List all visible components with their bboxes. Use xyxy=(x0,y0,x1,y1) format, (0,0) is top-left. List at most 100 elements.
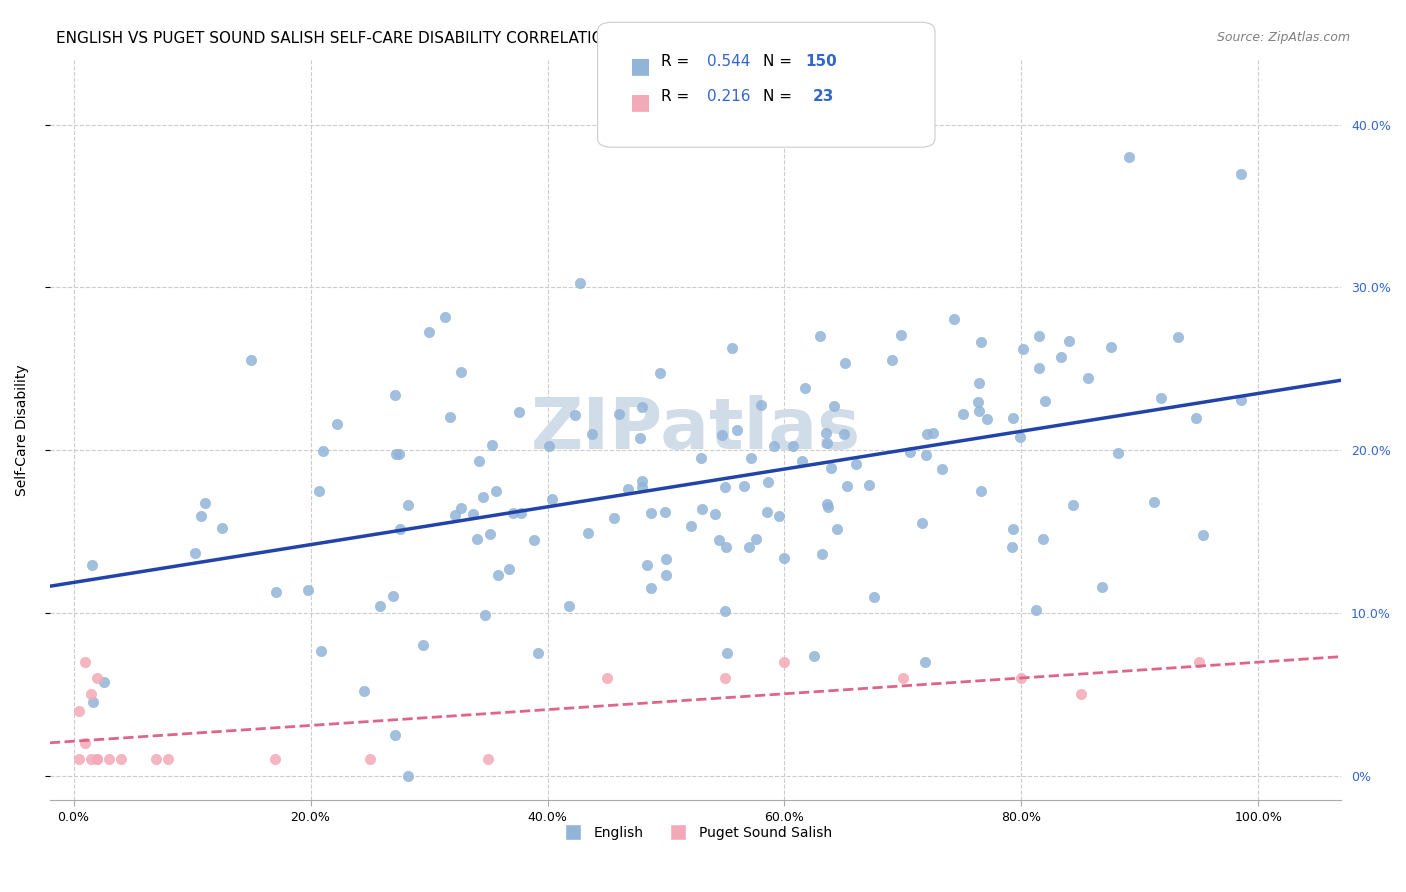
Point xyxy=(648,366,671,380)
Point xyxy=(385,447,408,461)
Point xyxy=(915,427,938,442)
Point xyxy=(157,752,180,766)
Point xyxy=(815,436,838,450)
Point xyxy=(640,581,662,595)
Point xyxy=(98,752,121,766)
Point xyxy=(110,752,132,766)
Point xyxy=(1230,392,1253,407)
Point xyxy=(803,649,825,664)
Point xyxy=(832,427,855,442)
Text: R =: R = xyxy=(661,89,695,104)
Point xyxy=(820,461,842,475)
Point xyxy=(502,506,524,520)
Point xyxy=(631,400,654,414)
Point xyxy=(239,353,262,368)
Point xyxy=(823,400,845,414)
Text: ENGLISH VS PUGET SOUND SALISH SELF-CARE DISABILITY CORRELATION CHART: ENGLISH VS PUGET SOUND SALISH SELF-CARE … xyxy=(56,31,672,46)
Point xyxy=(86,752,108,766)
Point xyxy=(1070,687,1092,701)
Point xyxy=(740,450,762,465)
Point xyxy=(311,644,333,658)
Point xyxy=(704,507,727,521)
Legend: English, Puget Sound Salish: English, Puget Sound Salish xyxy=(554,820,838,845)
Point xyxy=(1001,540,1024,554)
Point xyxy=(69,752,91,766)
Point xyxy=(86,671,108,685)
Point xyxy=(384,728,406,742)
Point xyxy=(914,448,936,462)
Point xyxy=(744,532,766,546)
Point xyxy=(636,558,658,573)
Point xyxy=(655,567,678,582)
Point xyxy=(184,546,207,560)
Text: 23: 23 xyxy=(813,89,834,104)
Text: Source: ZipAtlas.com: Source: ZipAtlas.com xyxy=(1216,31,1350,45)
Point xyxy=(845,457,868,471)
Point xyxy=(478,526,501,541)
Point xyxy=(481,438,503,452)
Point xyxy=(1008,430,1031,444)
Point xyxy=(1101,340,1123,354)
Point xyxy=(82,695,104,709)
Point xyxy=(463,507,485,521)
Point xyxy=(914,655,936,669)
Point xyxy=(384,387,406,401)
Point xyxy=(194,496,217,510)
Point xyxy=(297,582,319,597)
Point xyxy=(1090,580,1112,594)
Point xyxy=(967,376,990,391)
Point xyxy=(1001,411,1024,425)
Point xyxy=(721,341,744,355)
Point xyxy=(468,453,491,467)
Point xyxy=(264,585,287,599)
Point xyxy=(509,506,531,520)
Point xyxy=(1192,528,1215,542)
Point xyxy=(82,558,104,572)
Point xyxy=(1062,498,1084,512)
Point xyxy=(486,567,509,582)
Point xyxy=(716,540,738,554)
Point xyxy=(1025,603,1047,617)
Point xyxy=(858,478,880,492)
Point xyxy=(443,508,465,522)
Point xyxy=(69,704,91,718)
Point xyxy=(681,518,703,533)
Point xyxy=(389,522,412,536)
Point xyxy=(970,335,993,350)
Point xyxy=(576,525,599,540)
Point xyxy=(190,509,212,524)
Point xyxy=(80,752,103,766)
Point xyxy=(1057,334,1080,348)
Point xyxy=(921,425,943,440)
Point xyxy=(596,671,619,685)
Point xyxy=(890,327,912,342)
Point xyxy=(471,490,494,504)
Point xyxy=(1050,351,1073,365)
Point xyxy=(388,447,411,461)
Point xyxy=(581,426,603,441)
Point xyxy=(211,521,233,535)
Point xyxy=(714,671,737,685)
Point xyxy=(976,412,998,426)
Point xyxy=(527,646,550,660)
Point xyxy=(756,475,779,489)
Point xyxy=(630,475,652,489)
Point xyxy=(80,687,103,701)
Point xyxy=(1011,343,1033,357)
Point xyxy=(602,510,624,524)
Point xyxy=(1032,532,1054,546)
Y-axis label: Self-Care Disability: Self-Care Disability xyxy=(15,364,30,496)
Point xyxy=(1028,360,1050,375)
Text: R =: R = xyxy=(661,54,695,69)
Point xyxy=(1107,446,1129,460)
Point xyxy=(498,562,520,576)
Point xyxy=(538,438,561,452)
Point xyxy=(631,480,654,494)
Point xyxy=(465,532,488,546)
Point xyxy=(690,450,713,465)
Point xyxy=(738,540,761,554)
Point xyxy=(75,736,97,750)
Point xyxy=(1118,150,1140,164)
Text: 0.216: 0.216 xyxy=(707,89,751,104)
Point xyxy=(716,646,738,660)
